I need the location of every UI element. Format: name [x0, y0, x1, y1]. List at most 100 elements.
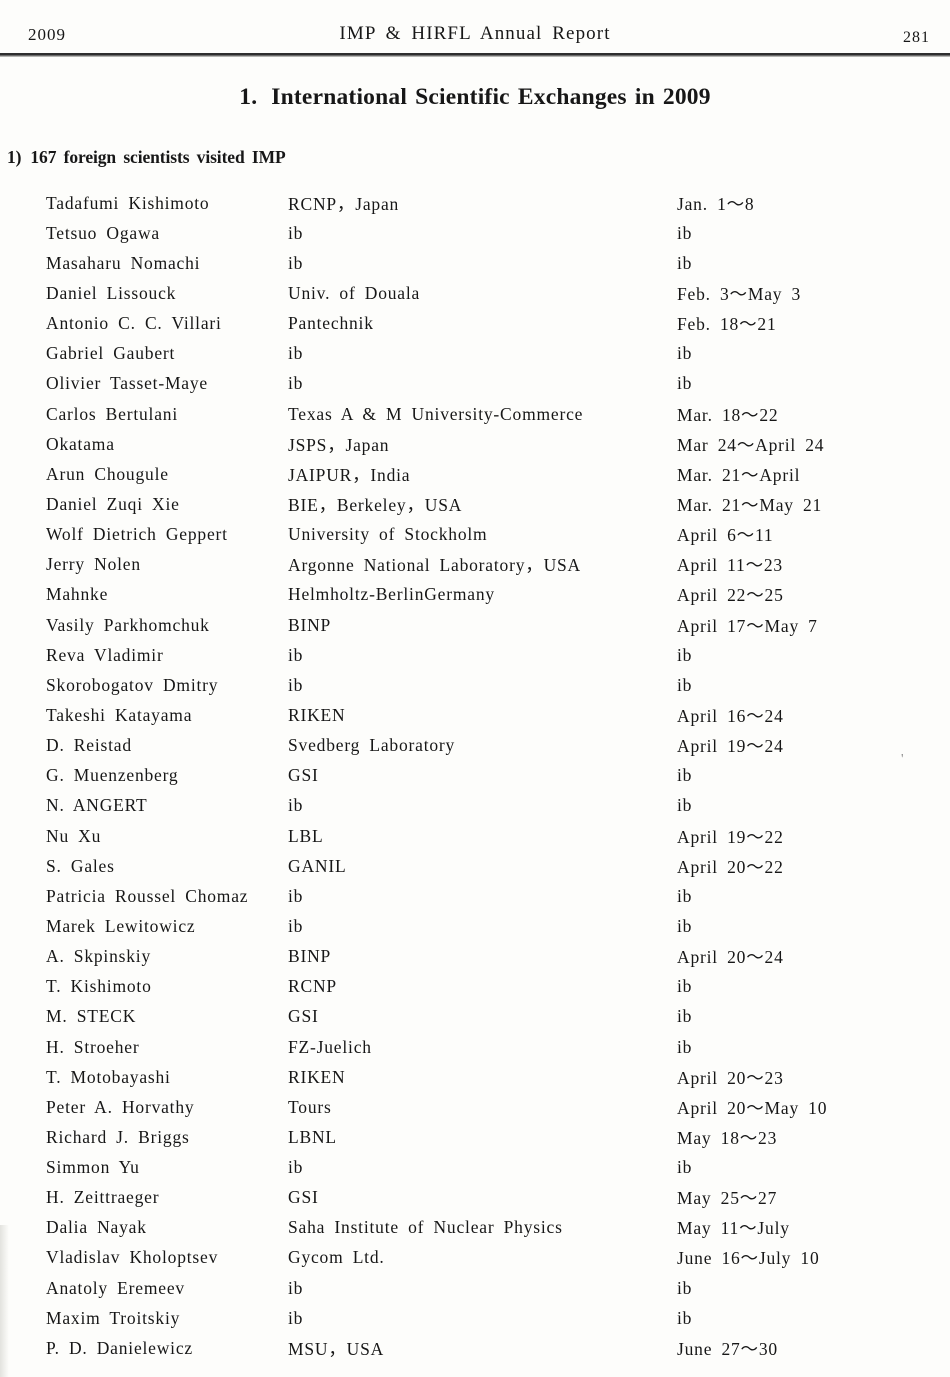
page-title: 1. International Scientific Exchanges in …	[0, 84, 950, 111]
visit-dates: ib	[677, 644, 693, 665]
visit-dates: April 6～11	[677, 525, 774, 546]
table-row: Gabriel Gaubert ib ib	[46, 339, 950, 369]
table-row: Peter A. Horvathy Tours April 20～May 10	[46, 1092, 950, 1122]
visit-dates: April 17～May 7	[677, 615, 818, 636]
visitor-affiliation: GANIL	[288, 855, 347, 876]
visit-dates: Jan. 1～8	[677, 193, 755, 214]
visit-dates: Mar. 18～22	[677, 404, 779, 425]
table-row: Skorobogatov Dmitry ib ib	[46, 670, 950, 700]
visitor-name: Tetsuo Ogawa	[46, 222, 160, 243]
visitor-name: S. Gales	[46, 855, 115, 876]
visitor-affiliation: ib	[288, 1277, 304, 1298]
table-row: Carlos Bertulani Texas A & M University-C…	[46, 399, 950, 429]
visitor-name: Masaharu Nomachi	[46, 252, 201, 273]
visitor-name: T. Motobayashi	[46, 1066, 171, 1087]
visit-dates: ib	[677, 915, 693, 936]
table-row: Okatama JSPS，Japan Mar 24～April 24	[46, 429, 950, 459]
visit-dates: May 11～July	[677, 1218, 790, 1239]
visitor-affiliation: Tours	[288, 1096, 332, 1117]
visitor-name: Olivier Tasset-Maye	[46, 373, 208, 394]
visitor-affiliation: RCNP	[288, 976, 337, 997]
visit-dates: April 16～24	[677, 705, 784, 726]
visitor-affiliation: ib	[288, 644, 304, 665]
page-title-number: 1.	[239, 84, 258, 110]
table-row: H. Zeittraeger GSI May 25～27	[46, 1183, 950, 1213]
visitor-name: Daniel Zuqi Xie	[46, 493, 180, 514]
visit-dates: June 16～July 10	[677, 1248, 820, 1269]
visitor-affiliation: BIE，Berkeley，USA	[288, 494, 463, 515]
visitor-affiliation: BINP	[288, 946, 332, 967]
visit-dates: April 22～25	[677, 585, 784, 606]
visitor-affiliation: ib	[288, 1307, 304, 1328]
visit-dates: Mar. 21～April	[677, 464, 801, 485]
visitor-name: Okatama	[46, 433, 115, 454]
visitor-affiliation: ib	[288, 795, 304, 816]
visitor-name: Peter A. Horvathy	[46, 1096, 195, 1117]
visit-dates: Feb. 3～May 3	[677, 283, 802, 304]
visitor-name: Vasily Parkhomchuk	[46, 614, 210, 635]
table-row: Patricia Roussel Chomaz ib ib	[46, 881, 950, 911]
visitor-affiliation: Pantechnik	[288, 313, 374, 334]
table-row: Vladislav Kholoptsev Gycom Ltd. June 16～Ju…	[46, 1243, 950, 1273]
table-row: Olivier Tasset-Maye ib ib	[46, 369, 950, 399]
visitor-name: A. Skpinskiy	[46, 946, 152, 967]
visit-dates: April 11～23	[677, 555, 783, 576]
visitor-name: Gabriel Gaubert	[46, 343, 176, 364]
visitor-name: Tadafumi Kishimoto	[46, 192, 210, 213]
table-row: Maxim Troitskiy ib ib	[46, 1303, 950, 1333]
table-row: T. Motobayashi RIKEN April 20～23	[46, 1062, 950, 1092]
visitor-affiliation: ib	[288, 252, 304, 273]
visitor-name: Reva Vladimir	[46, 644, 164, 665]
table-row: N. ANGERT ib ib	[46, 791, 950, 821]
visit-dates: ib	[677, 252, 693, 273]
visitor-affiliation: Saha Institute of Nuclear Physics	[288, 1217, 563, 1238]
visitor-affiliation: FZ-Juelich	[288, 1036, 372, 1057]
visitor-name: Antonio C. C. Villari	[46, 313, 222, 334]
visit-dates: ib	[677, 222, 693, 243]
table-row: Tetsuo Ogawa ib ib	[46, 218, 950, 248]
table-row: Dalia Nayak Saha Institute of Nuclear Phy…	[46, 1213, 950, 1243]
visitor-name: Maxim Troitskiy	[46, 1307, 181, 1328]
header-year: 2009	[28, 25, 66, 44]
table-row: Anatoly Eremeev ib ib	[46, 1273, 950, 1303]
visitor-affiliation: Svedberg Laboratory	[288, 735, 456, 756]
visit-dates: April 20～24	[677, 947, 784, 968]
table-row: M. STECK GSI ib	[46, 1002, 950, 1032]
visitor-affiliation: Univ. of Douala	[288, 282, 421, 303]
visitor-name: Dalia Nayak	[46, 1217, 147, 1238]
visitor-name: Jerry Nolen	[46, 554, 141, 575]
visitor-name: T. Kishimoto	[46, 976, 152, 997]
table-row: Richard J. Briggs LBNL May 18～23	[46, 1122, 950, 1152]
visit-dates: April 19～24	[677, 736, 784, 757]
visitor-name: Carlos Bertulani	[46, 403, 178, 424]
visitor-table: Tadafumi Kishimoto RCNP，Japan Jan. 1～8 Tets…	[46, 188, 950, 1363]
table-row: S. Gales GANIL April 20～22	[46, 851, 950, 881]
section-heading-text: 167 foreign scientists visited IMP	[30, 147, 286, 167]
visitor-affiliation: Texas A & M University-Commerce	[288, 403, 584, 424]
visit-dates: ib	[677, 674, 693, 695]
table-row: P. D. Danielewicz MSU，USA June 27～30	[46, 1333, 950, 1363]
header-rule	[0, 53, 950, 57]
visit-dates: Mar 24～April 24	[677, 434, 825, 455]
visitor-affiliation: GSI	[288, 1006, 319, 1027]
visitor-affiliation: LBNL	[288, 1126, 337, 1147]
section-heading-number: 1)	[7, 147, 22, 167]
visitor-affiliation: Argonne National Laboratory，USA	[288, 555, 581, 576]
visitor-affiliation: GSI	[288, 1187, 319, 1208]
visitor-name: Anatoly Eremeev	[46, 1277, 185, 1298]
visitor-affiliation: ib	[288, 373, 304, 394]
visit-dates: May 25～27	[677, 1188, 778, 1209]
visitor-affiliation: ib	[288, 343, 304, 364]
table-row: Tadafumi Kishimoto RCNP，Japan Jan. 1～8	[46, 188, 950, 218]
visitor-affiliation: RIKEN	[288, 1066, 346, 1087]
visitor-affiliation: ib	[288, 885, 304, 906]
visitor-name: N. ANGERT	[46, 795, 148, 816]
visit-dates: ib	[677, 373, 693, 394]
visit-dates: May 18～23	[677, 1127, 778, 1148]
visitor-name: Vladislav Kholoptsev	[46, 1247, 219, 1268]
table-row: Wolf Dietrich Geppert University of Stock…	[46, 520, 950, 550]
visit-dates: ib	[677, 795, 693, 816]
table-row: Jerry Nolen Argonne National Laboratory，U…	[46, 550, 950, 580]
visitor-name: Arun Chougule	[46, 463, 169, 484]
